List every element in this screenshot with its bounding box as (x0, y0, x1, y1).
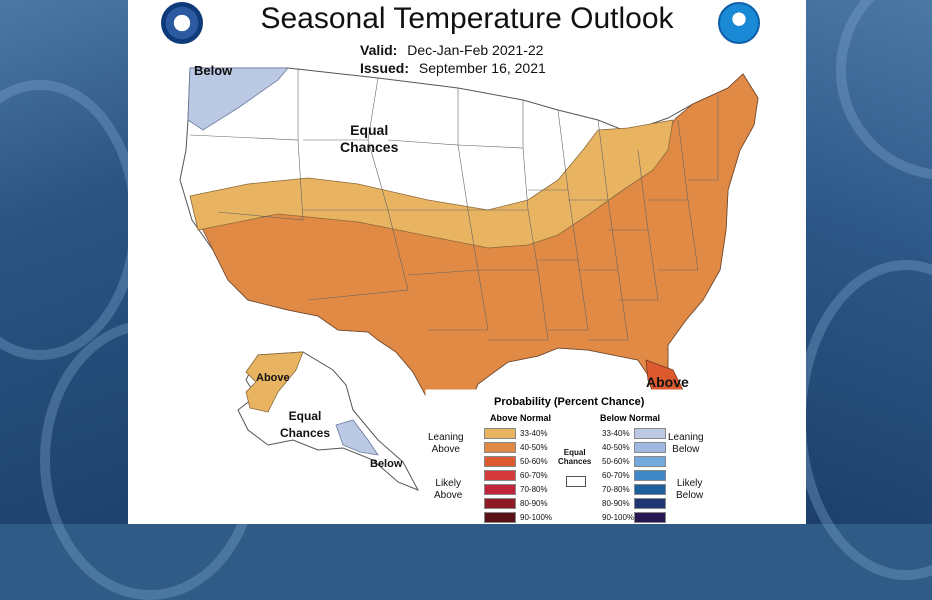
legend-equal-label: Equal Chances (558, 448, 592, 466)
label-below-nw: Below (194, 63, 233, 78)
legend-below-swatch (634, 484, 666, 495)
valid-line: Valid: Dec-Jan-Feb 2021-22 (360, 42, 543, 58)
issued-value: September 16, 2021 (418, 60, 546, 76)
legend-above-swatch-label: 33-40% (520, 429, 548, 438)
legend-above-swatch (484, 498, 516, 509)
legend-equal-swatch (566, 476, 586, 487)
page-title: Seasonal Temperature Outlook (260, 2, 674, 35)
issued-label: Issued: (360, 60, 410, 76)
legend-above-header: Above Normal (490, 413, 552, 423)
leaning-above-region (189, 119, 674, 249)
legend-above-swatch-label: 80-90% (520, 499, 548, 508)
outlook-map-panel: Seasonal Temperature Outlook Valid: Dec-… (128, 0, 806, 524)
legend-above-swatch (484, 512, 516, 523)
legend-below-swatch-label: 40-50% (602, 443, 630, 452)
label-above-se: Above (646, 374, 689, 390)
legend-below-swatch (634, 470, 666, 481)
ak-below-region (335, 419, 379, 456)
legend-above-swatch-label: 70-80% (520, 485, 548, 494)
legend-below-swatch-label: 80-90% (602, 499, 630, 508)
legend-above-swatch-label: 90-100% (520, 513, 553, 522)
valid-value: Dec-Jan-Feb 2021-22 (407, 42, 544, 58)
legend-above-swatch (484, 456, 516, 467)
label-equal-chances: Equal Chances (340, 122, 399, 155)
legend-below-header: Below Normal (600, 413, 661, 423)
label-ak-above: Above (256, 372, 290, 384)
legend-below-swatch-label: 70-80% (602, 485, 630, 494)
legend-above-swatch (484, 442, 516, 453)
legend-below-swatch (634, 442, 666, 453)
commerce-seal-icon (161, 2, 203, 44)
legend-below-swatch (634, 498, 666, 509)
issued-line: Issued: September 16, 2021 (360, 60, 546, 76)
legend-below-swatch-label: 60-70% (602, 471, 630, 480)
state-borders (189, 68, 719, 341)
label-ak-equal: Equal Chances (280, 409, 331, 440)
legend-above-swatch-label: 60-70% (520, 471, 548, 480)
legend-below-swatch-label: 50-60% (602, 457, 630, 466)
legend-likely-below: Likely Below (676, 478, 704, 501)
legend-below-swatch-label: 33-40% (602, 429, 630, 438)
legend-below-swatch-label: 90-100% (602, 513, 635, 522)
label-ak-below: Below (370, 458, 403, 470)
valid-label: Valid: (360, 42, 398, 58)
legend-above-swatch (484, 428, 516, 439)
legend-above-swatch (484, 470, 516, 481)
ak-above-region (245, 351, 304, 413)
legend-leaning-below: Leaning Below (668, 432, 704, 455)
background-right (796, 0, 932, 580)
noaa-logo-icon (718, 2, 760, 44)
legend-title: Probability (Percent Chance) (494, 396, 645, 408)
legend-likely-above: Likely Above (434, 478, 463, 501)
legend-above-swatch-label: 40-50% (520, 443, 548, 452)
legend-leaning-above: Leaning Above (428, 432, 464, 455)
background-left (0, 0, 260, 600)
legend-below-swatch (634, 428, 666, 439)
legend-above-swatch-label: 50-60% (520, 457, 548, 466)
legend-above-swatch (484, 484, 516, 495)
below-nw-region (187, 67, 289, 131)
legend-below-swatch (634, 456, 666, 467)
legend-below-swatch (634, 512, 666, 523)
